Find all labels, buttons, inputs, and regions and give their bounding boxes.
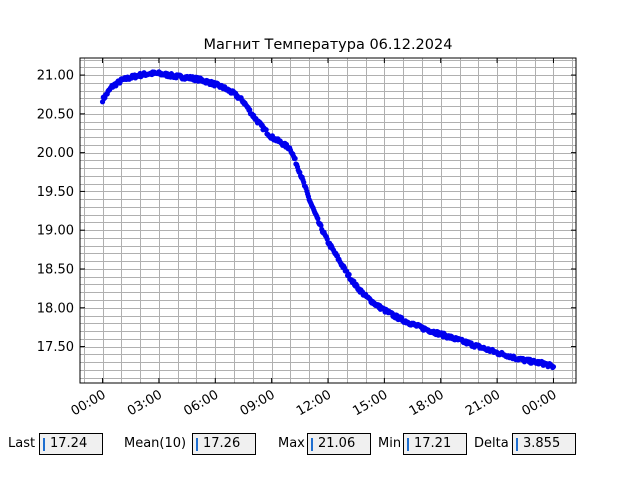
mean-label: Mean(10): [124, 436, 187, 451]
y-tick-label: 20.50: [37, 107, 74, 122]
x-tick-label: 21:00: [463, 387, 503, 419]
mean-value-field[interactable]: 17.26: [192, 433, 256, 455]
x-tick-label: 12:00: [294, 387, 334, 419]
max-label: Max: [278, 436, 305, 451]
x-tick-label: 00:00: [520, 387, 560, 419]
min-label: Min: [378, 436, 402, 451]
last-label: Last: [8, 436, 36, 451]
delta-value: 3.855: [523, 436, 561, 451]
data-point: [315, 216, 321, 222]
data-point: [318, 222, 324, 229]
data-point: [550, 364, 557, 370]
last-value: 17.24: [50, 436, 88, 451]
x-tick-label: 03:00: [125, 387, 165, 419]
text-cursor: [196, 438, 198, 451]
y-tick-label: 18.00: [37, 301, 74, 316]
y-tick-label: 19.50: [37, 185, 74, 200]
y-tick-label: 18.50: [37, 262, 74, 277]
text-cursor: [311, 438, 313, 451]
max-value: 21.06: [318, 436, 356, 451]
data-point: [346, 271, 352, 278]
text-cursor: [407, 438, 409, 451]
x-tick-label: 18:00: [407, 387, 447, 419]
y-tick-label: 17.50: [37, 340, 74, 355]
x-tick-label: 00:00: [69, 387, 109, 419]
min-value-field[interactable]: 17.21: [403, 433, 467, 455]
x-tick-label: 06:00: [181, 387, 221, 419]
text-cursor: [43, 438, 45, 451]
grid-lines: [80, 58, 576, 383]
data-point: [292, 155, 298, 162]
data-point: [263, 127, 269, 133]
plot-frame: [79, 57, 577, 384]
max-value-field[interactable]: 21.06: [307, 433, 371, 455]
delta-value-field[interactable]: 3.855: [512, 433, 576, 455]
delta-label: Delta: [474, 436, 509, 451]
data-point: [324, 236, 330, 242]
y-tick-label: 21.00: [37, 69, 74, 84]
data-points: [99, 69, 557, 371]
y-tick-label: 19.00: [37, 224, 74, 239]
x-tick-label: 09:00: [238, 387, 278, 419]
data-point: [247, 107, 253, 113]
last-value-field[interactable]: 17.24: [39, 433, 103, 455]
mean-value: 17.26: [203, 436, 241, 451]
text-cursor: [516, 438, 518, 451]
chart-title: Магнит Температура 06.12.2024: [204, 37, 453, 53]
x-tick-label: 15:00: [350, 387, 390, 419]
y-tick-label: 20.00: [37, 146, 74, 161]
temperature-chart: Магнит Температура 06.12.2024 17.50 18.00…: [37, 37, 577, 419]
min-value: 17.21: [414, 436, 452, 451]
